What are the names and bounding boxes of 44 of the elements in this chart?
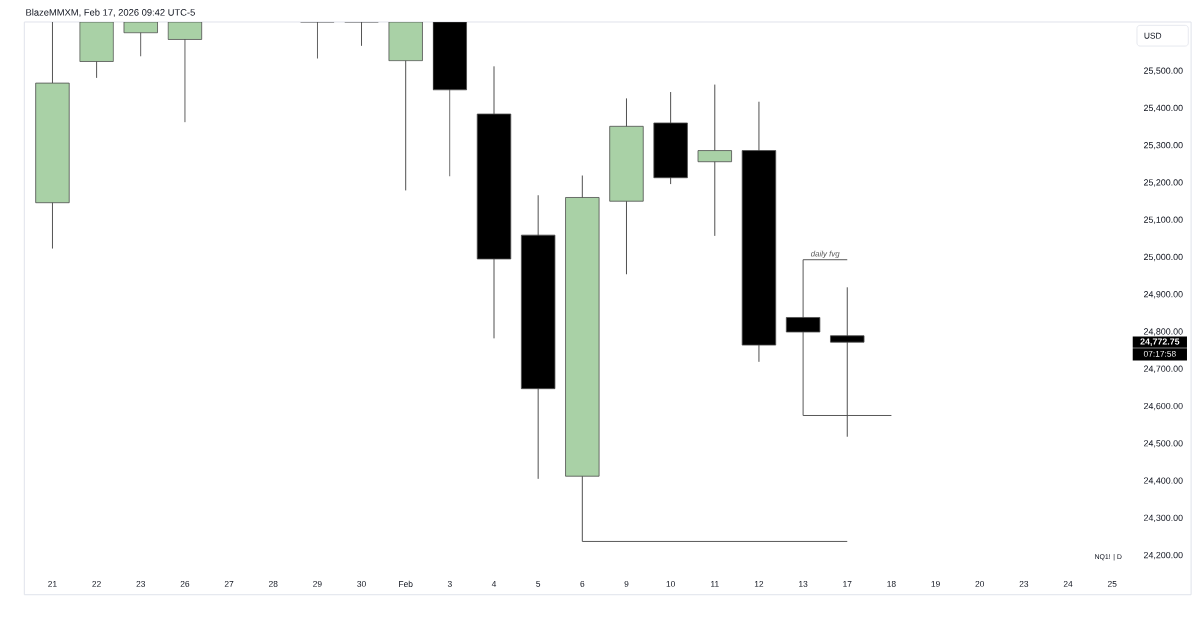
y-tick-label: 25,500.00 bbox=[1143, 67, 1183, 75]
y-axis-title: USD bbox=[1144, 32, 1162, 39]
x-tick-label: 20 bbox=[975, 580, 985, 587]
x-tick-label: 11 bbox=[711, 580, 719, 587]
x-tick-label: 29 bbox=[313, 580, 322, 587]
x-tick-label: 30 bbox=[357, 580, 366, 587]
y-tick-label: 24,600.00 bbox=[1143, 402, 1183, 411]
x-tick-label: 27 bbox=[224, 580, 234, 587]
y-tick-label: 25,200.00 bbox=[1143, 179, 1183, 187]
x-tick-label: Feb bbox=[399, 580, 413, 587]
y-tick-label: 25,000.00 bbox=[1143, 253, 1183, 262]
x-tick-label: 22 bbox=[92, 580, 101, 587]
y-tick-label: 24,500.00 bbox=[1143, 440, 1183, 448]
x-tick-label: 17 bbox=[843, 580, 852, 587]
x-tick-label: 12 bbox=[754, 580, 764, 587]
text: 07:17:58 bbox=[1143, 350, 1176, 357]
x-tick-label: 19 bbox=[931, 580, 940, 587]
x-tick-label: 6 bbox=[580, 580, 585, 587]
x-tick-label: 23 bbox=[1019, 580, 1029, 587]
y-tick-label: 24,700.00 bbox=[1143, 365, 1183, 373]
y-tick-label: 25,100.00 bbox=[1143, 216, 1183, 224]
y-tick-label: 24,400.00 bbox=[1143, 477, 1183, 485]
x-tick-label: 21 bbox=[48, 580, 57, 587]
candlestick bbox=[697, 84, 732, 237]
x-tick-label: 26 bbox=[180, 580, 190, 587]
x-tick-label: 23 bbox=[136, 580, 146, 587]
x-tick-label: 13 bbox=[799, 580, 808, 587]
text: 24,772.75 bbox=[1140, 338, 1180, 346]
x-tick-label: 10 bbox=[666, 580, 675, 587]
x-tick-label: 4 bbox=[491, 580, 497, 587]
y-tick-label: 25,300.00 bbox=[1143, 142, 1183, 150]
chart-title: BlazeMMXM, Feb 17, 2026 09:42 UTC-5 bbox=[26, 8, 195, 17]
y-tick-label: 25,400.00 bbox=[1143, 104, 1183, 113]
y-tick-label: 24,800.00 bbox=[1143, 328, 1183, 336]
x-tick-label: 9 bbox=[624, 580, 629, 587]
x-tick-label: 18 bbox=[887, 580, 896, 587]
y-tick-label: 24,900.00 bbox=[1143, 291, 1183, 299]
x-tick-label: 5 bbox=[536, 580, 541, 587]
y-tick-label: 24,200.00 bbox=[1143, 551, 1183, 560]
y-tick-label: 24,300.00 bbox=[1143, 514, 1183, 522]
x-tick-label: 25 bbox=[1107, 580, 1117, 587]
x-tick-label: 28 bbox=[268, 580, 278, 587]
x-tick-label: 24 bbox=[1063, 580, 1073, 587]
x-tick-label: 3 bbox=[447, 580, 452, 587]
